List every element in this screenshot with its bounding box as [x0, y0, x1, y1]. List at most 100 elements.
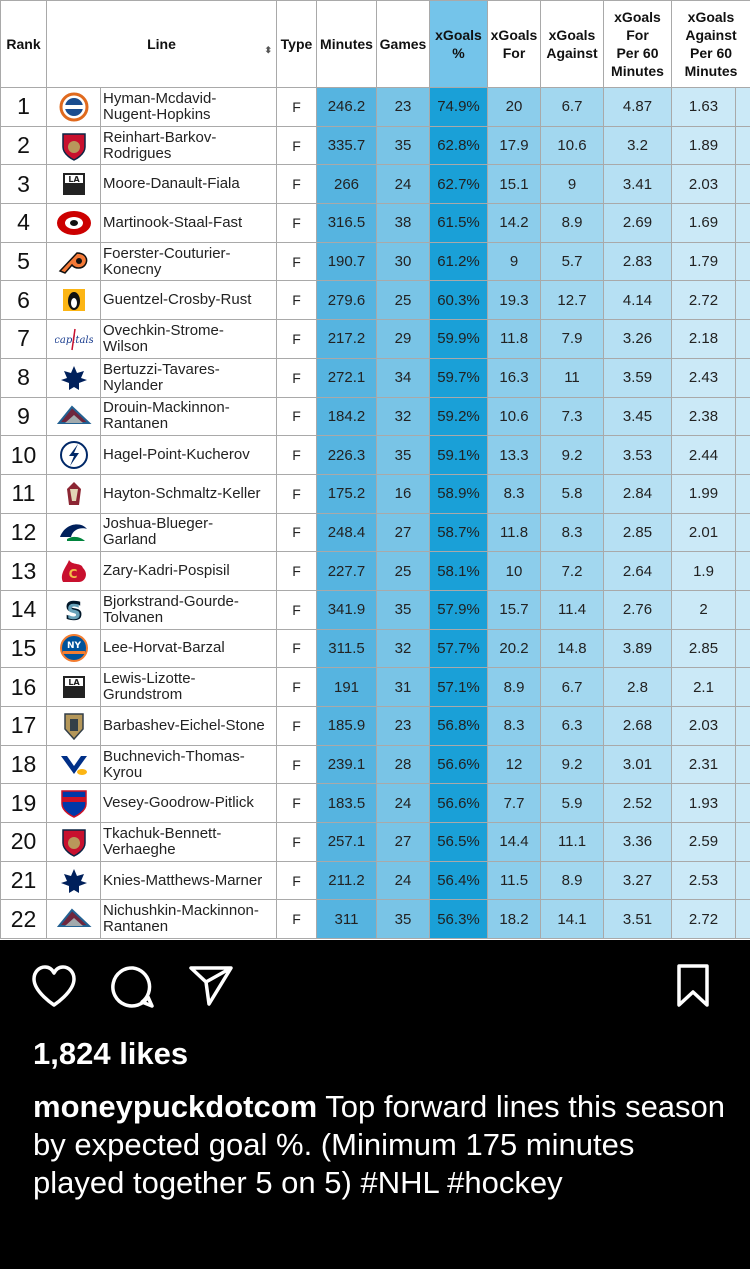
table-row[interactable]: 6 Guentzel-Crosby-Rust F 279.6 25 60.3% 19.3 12…	[0, 280, 750, 321]
line-name-part: Vesey-Goodrow-Pitlick	[103, 794, 254, 812]
table-row[interactable]: 9 Drouin-Mackinnon- Rantanen F 184.2 32 59.2% 1…	[0, 396, 750, 437]
edge-cell	[734, 628, 750, 669]
minutes-cell: 266	[316, 164, 377, 205]
share-icon[interactable]	[187, 964, 235, 1008]
table-row[interactable]: 14 S S Bjorkstrand-Gourde- Tolvanen F 341.9 35 5…	[0, 589, 750, 630]
table-row[interactable]: 5 Foerster-Couturier- Konecny F 190.7 30 61.2%…	[0, 241, 750, 282]
xgoals-for-per60-cell: 2.68	[603, 706, 672, 746]
canucks-logo-icon	[59, 524, 87, 542]
line-name-part: Rantanen	[103, 415, 169, 433]
xgoals-against-cell: 6.7	[540, 87, 604, 127]
bookmark-icon[interactable]	[675, 963, 711, 1009]
line-cell: Barbashev-Eichel-Stone	[100, 706, 277, 746]
header-line[interactable]: Line ⬍	[46, 0, 277, 88]
table-row[interactable]: 21 Knies-Matthews-Marner F 211.2 24 56.4% 11.5…	[0, 860, 750, 901]
type-cell: F	[276, 203, 317, 243]
xgoals-against-cell: 7.9	[540, 319, 604, 359]
table-row[interactable]: 3 LA Moore-Danault-Fiala F 266 24 62.7% 15.1 9 3.…	[0, 164, 750, 205]
post-username[interactable]: moneypuckdotcom	[33, 1089, 318, 1124]
table-row[interactable]: 17 Barbashev-Eichel-Stone F 185.9 23 56.8% 8.3…	[0, 706, 750, 746]
games-cell: 24	[376, 860, 430, 901]
xgoals-for-per60-cell: 4.14	[603, 280, 672, 321]
xgoals-for-per60-cell: 2.83	[603, 241, 672, 282]
rank-cell: 8	[0, 357, 47, 398]
sort-icon[interactable]: ⬍	[264, 45, 272, 55]
games-cell: 23	[376, 87, 430, 127]
line-name-part: Buchnevich-Thomas-	[103, 747, 245, 765]
xgoals-for-per60-cell: 2.52	[603, 783, 672, 824]
table-row[interactable]: 10 Hagel-Point-Kucherov F 226.3 35 59.1% 13.3 9…	[0, 435, 750, 475]
xgoals-for-per60-cell: 2.8	[603, 667, 672, 707]
table-row[interactable]: 1 Hyman-Mcdavid- Nugent-Hopkins F 246.2 23 74.…	[0, 87, 750, 127]
table-row[interactable]: 12 Joshua-Blueger- Garland F 248.4 27 58.7% 11.…	[0, 512, 750, 553]
xgoals-for-per60-cell: 2.85	[603, 512, 672, 553]
table-row[interactable]: 2 Reinhart-Barkov- Rodrigues F 335.7 35 62.8% 1…	[0, 125, 750, 166]
oilers-logo-icon	[59, 92, 88, 122]
table-row[interactable]: 8 Bertuzzi-Tavares- Nylander F 272.1 34 59.7% 1…	[0, 357, 750, 398]
rank-cell: 13	[0, 551, 47, 591]
minutes-cell: 341.9	[316, 589, 377, 630]
xgoals-against-cell: 7.2	[540, 551, 604, 591]
type-cell: F	[276, 589, 317, 630]
edge-cell	[734, 860, 750, 901]
games-cell: 31	[376, 667, 430, 707]
line-name-part: Joshua-Blueger-	[103, 515, 214, 533]
xgoals-against-per60-cell: 2.85	[671, 628, 736, 669]
table-row[interactable]: 11 Hayton-Schmaltz-Keller F 175.2 16 58.9% 8.3…	[0, 473, 750, 514]
xgoals-for-cell: 15.1	[487, 164, 541, 205]
type-cell: F	[276, 125, 317, 166]
games-cell: 27	[376, 822, 430, 862]
line-name-part: Drouin-Mackinnon-	[103, 399, 230, 417]
header-xgoals-against: xGoals Against	[540, 0, 604, 88]
xgoals-for-cell: 8.3	[487, 473, 541, 514]
xgoals-pct-cell: 62.8%	[429, 125, 488, 166]
minutes-cell: 257.1	[316, 822, 377, 862]
rank-cell: 17	[0, 706, 47, 746]
xgoals-against-cell: 7.3	[540, 396, 604, 437]
line-cell: Foerster-Couturier- Konecny	[100, 241, 277, 282]
line-cell: Moore-Danault-Fiala	[100, 164, 277, 205]
table-row[interactable]: 16 LA Lewis-Lizotte- Grundstrom F 191 31 57.1% 8…	[0, 667, 750, 707]
comment-icon[interactable]	[110, 964, 156, 1010]
table-row[interactable]: 4 Martinook-Staal-Fast F 316.5 38 61.5% 14.2 8.…	[0, 203, 750, 243]
type-cell: F	[276, 396, 317, 437]
table-row[interactable]: 19 Vesey-Goodrow-Pitlick F 183.5 24 56.6% 7.7 5…	[0, 783, 750, 824]
line-name-part: Bjorkstrand-Gourde-	[103, 592, 239, 610]
line-name-part: Grundstrom	[103, 686, 183, 704]
xgoals-for-cell: 13.3	[487, 435, 541, 475]
xgoals-for-cell: 11.5	[487, 860, 541, 901]
games-cell: 32	[376, 396, 430, 437]
post-caption: moneypuckdotcom Top forward lines this s…	[33, 1088, 733, 1202]
edge-cell	[734, 551, 750, 591]
games-cell: 16	[376, 473, 430, 514]
table-row[interactable]: 15 NY Lee-Horvat-Barzal F 311.5 32 57.7% 20.2 14…	[0, 628, 750, 669]
line-name-part: Hyman-Mcdavid-	[103, 89, 217, 107]
xgoals-for-cell: 20.2	[487, 628, 541, 669]
rank-cell: 2	[0, 125, 47, 166]
heart-icon[interactable]	[30, 964, 78, 1008]
rank-cell: 7	[0, 319, 47, 359]
table-row[interactable]: 20 Tkachuk-Bennett- Verhaeghe F 257.1 27 56.5%…	[0, 822, 750, 862]
lightning-logo-icon	[59, 441, 88, 470]
maple-leafs-logo-icon	[60, 868, 87, 893]
xgoals-against-cell: 9.2	[540, 435, 604, 475]
line-name-part: Kyrou	[103, 763, 143, 781]
table-row[interactable]: 13 C Zary-Kadri-Pospisil F 227.7 25 58.1% 10 7.2…	[0, 551, 750, 591]
table-row[interactable]: 7capitalsOvechkin-Strome-WilsonF217.2295…	[0, 319, 750, 359]
likes-count[interactable]: 1,824 likes	[33, 1036, 189, 1071]
xgoals-against-per60-cell: 1.79	[671, 241, 736, 282]
header-games: Games	[376, 0, 430, 88]
xgoals-for-cell: 19.3	[487, 280, 541, 321]
games-cell: 27	[376, 512, 430, 553]
minutes-cell: 226.3	[316, 435, 377, 475]
line-cell: Tkachuk-Bennett- Verhaeghe	[100, 822, 277, 862]
rank-cell: 6	[0, 280, 47, 321]
flames-logo-icon: C	[61, 560, 86, 583]
type-cell: F	[276, 512, 317, 553]
minutes-cell: 316.5	[316, 203, 377, 243]
table-row[interactable]: 22 Nichushkin-Mackinnon- Rantanen F 311 35 56.…	[0, 899, 750, 940]
line-cell: Martinook-Staal-Fast	[100, 203, 277, 243]
games-cell: 32	[376, 628, 430, 669]
table-row[interactable]: 18 Buchnevich-Thomas- Kyrou F 239.1 28 56.6% 12…	[0, 744, 750, 785]
xgoals-against-per60-cell: 2.44	[671, 435, 736, 475]
